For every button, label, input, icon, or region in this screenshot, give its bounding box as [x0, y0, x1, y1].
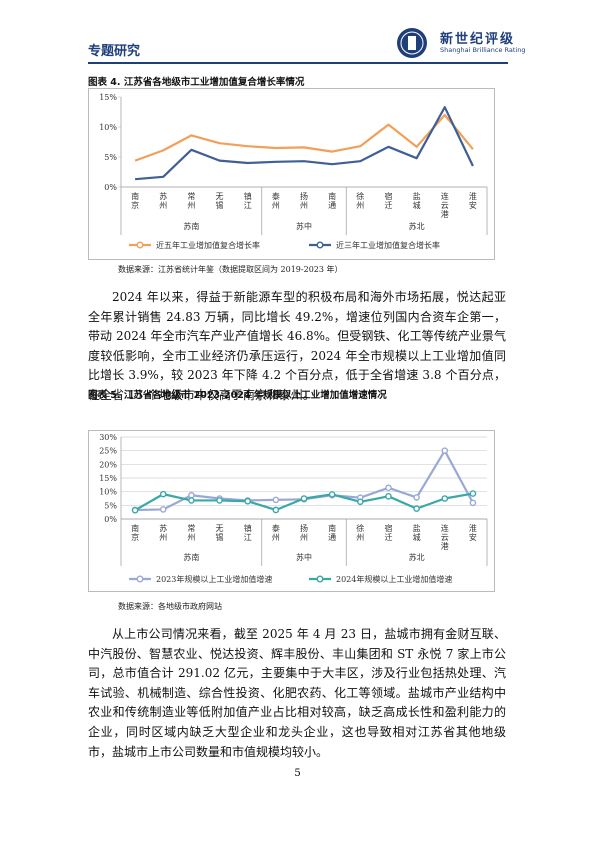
x-tick-label: 泰州	[271, 191, 280, 210]
legend-marker	[136, 241, 144, 249]
data-point	[300, 495, 308, 502]
group-label: 苏南	[183, 552, 199, 562]
legend-label: 近三年工业增加值复合增长率	[336, 240, 440, 250]
x-tick-label: 苏州	[159, 523, 168, 542]
y-tick-label: 5%	[104, 153, 117, 162]
x-tick-label: 连云港	[440, 523, 449, 551]
data-point	[216, 497, 223, 504]
data-point	[469, 499, 477, 507]
page-number: 5	[294, 768, 301, 779]
data-point	[159, 490, 167, 498]
x-tick-label: 淮安	[468, 523, 477, 542]
x-tick-label: 常州	[187, 524, 196, 542]
x-tick-label: 南京	[131, 191, 140, 210]
data-point	[413, 494, 420, 501]
data-point	[469, 490, 477, 497]
x-tick-label: 无锡	[215, 524, 224, 542]
x-tick-label: 镇江	[243, 191, 252, 210]
legend-marker	[136, 575, 144, 583]
group-label: 苏南	[183, 221, 199, 231]
legend-marker	[316, 241, 324, 249]
group-label: 苏北	[409, 552, 425, 562]
x-tick-label: 徐州	[356, 523, 365, 542]
x-tick-label: 连云港	[440, 191, 449, 219]
data-point	[357, 498, 364, 506]
y-tick-label: 0%	[104, 515, 117, 524]
x-tick-label: 宿迁	[384, 191, 393, 210]
x-tick-label: 盐城	[412, 523, 421, 542]
source-note: 数据来源：江苏省统计年鉴（数据提取区间为 2019-2023 年）	[118, 265, 343, 274]
paragraph: 2024 年以来，得益于新能源车型的积极布局和海外市场拓展，悦达起亚全年累计销售…	[88, 290, 506, 402]
x-tick-label: 宿迁	[384, 523, 393, 542]
y-tick-label: 30%	[99, 433, 117, 442]
x-tick-label: 扬州	[300, 191, 309, 210]
data-point	[188, 491, 195, 499]
logo-emblem	[397, 28, 427, 58]
group-label: 苏中	[296, 552, 312, 562]
header-title: 专题研究	[88, 44, 141, 59]
source-note: 数据来源：各地级市政府网站	[118, 602, 222, 611]
x-tick-label: 镇江	[243, 523, 252, 542]
y-tick-label: 10%	[99, 488, 117, 497]
data-point	[272, 496, 280, 504]
x-tick-label: 南通	[328, 191, 337, 210]
y-tick-label: 25%	[99, 447, 117, 456]
data-point	[441, 447, 449, 454]
logo-subtitle: Shanghai Brilliance Rating	[440, 46, 526, 54]
legend-label: 2024年规模以上工业增加值增速	[336, 574, 452, 584]
data-point	[188, 497, 195, 504]
legend-label: 2023年规模以上工业增加值增速	[156, 574, 272, 584]
y-tick-label: 20%	[99, 460, 117, 469]
data-point	[413, 505, 420, 512]
x-tick-label: 无锡	[215, 192, 224, 210]
y-tick-label: 10%	[99, 123, 117, 132]
y-tick-label: 15%	[99, 474, 117, 483]
y-tick-label: 5%	[104, 501, 117, 510]
x-tick-label: 淮安	[468, 191, 477, 210]
data-point	[272, 506, 280, 514]
x-tick-label: 徐州	[356, 191, 365, 210]
x-tick-label: 南通	[328, 523, 337, 542]
group-label: 苏中	[296, 221, 312, 231]
paragraph: 从上市公司情况来看，截至 2025 年 4 月 23 日，盐城市拥有金财互联、中…	[88, 627, 506, 759]
data-point	[328, 491, 336, 498]
legend-marker	[316, 575, 324, 583]
x-tick-label: 苏州	[159, 191, 168, 210]
figure-caption: 图表 4. 江苏省各地级市工业增加值复合增长率情况	[88, 77, 305, 88]
legend-label: 近五年工业增加值复合增长率	[156, 240, 260, 250]
y-tick-label: 15%	[99, 93, 117, 102]
header-rule	[88, 62, 508, 64]
x-tick-label: 盐城	[412, 191, 421, 210]
data-point	[441, 495, 449, 502]
y-tick-label: 0%	[104, 183, 117, 192]
logo-name: 新世纪评级	[440, 32, 516, 47]
data-point	[385, 484, 392, 492]
series-line	[134, 113, 474, 162]
data-point	[244, 497, 251, 505]
x-tick-label: 常州	[187, 192, 196, 210]
series-line	[134, 106, 474, 181]
data-point	[159, 506, 167, 513]
figure-caption: 图表 5. 江苏省各地级市 2023-2024 年规模以上工业增加值增速情况	[88, 390, 387, 401]
data-point	[131, 506, 139, 514]
group-label: 苏北	[409, 221, 425, 231]
x-tick-label: 扬州	[300, 523, 309, 542]
data-point	[385, 493, 392, 500]
chart: 0% 5% 10% 15% 20% 25% 30% 南京 苏州 常州 无锡 镇江 泰州 扬州 南通 徐州 宿迁盐…	[88, 430, 495, 592]
x-tick-label: 南京	[131, 523, 140, 542]
x-tick-label: 泰州	[271, 523, 280, 542]
